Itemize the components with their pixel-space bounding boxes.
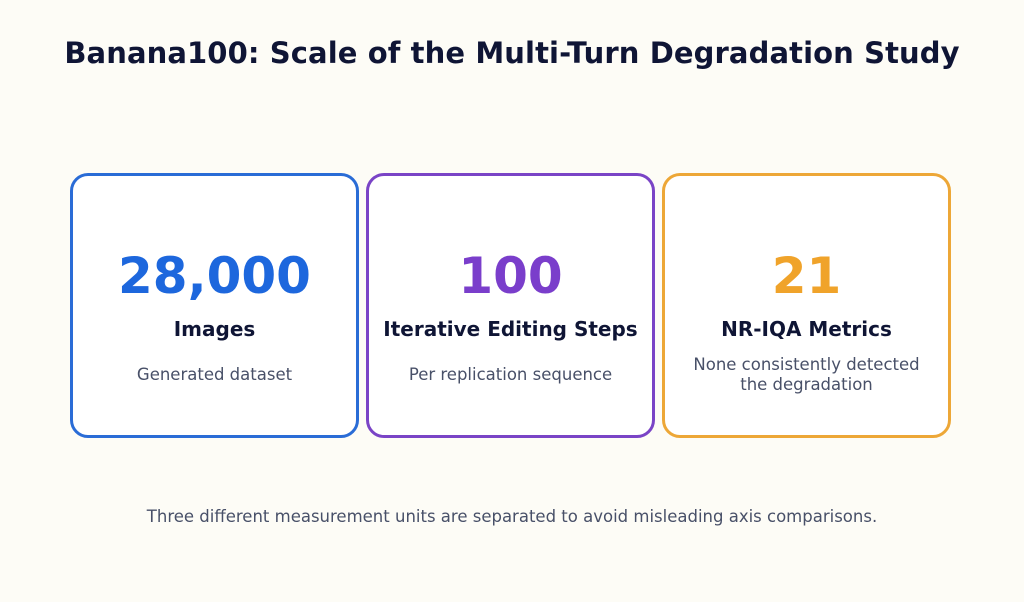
images-description: Generated dataset <box>136 365 293 384</box>
editing-steps-description: Per replication sequence <box>408 365 613 384</box>
footnote: Three different measurement units are se… <box>146 507 878 526</box>
images-value: 28,000 <box>118 247 311 305</box>
nr-iqa-description-line-1: None consistently detected <box>693 355 920 374</box>
nr-iqa-metrics-description: None consistently detected the degradati… <box>675 355 938 395</box>
nr-iqa-metrics-card: 21 NR-IQA Metrics None consistently dete… <box>662 173 951 438</box>
nr-iqa-description-line-2: the degradation <box>740 375 873 394</box>
nr-iqa-metrics-value: 21 <box>771 247 842 305</box>
editing-steps-label: Iterative Editing Steps <box>383 317 638 341</box>
images-card: 28,000 Images Generated dataset <box>70 173 359 438</box>
nr-iqa-metrics-label: NR-IQA Metrics <box>721 317 892 341</box>
images-label: Images <box>173 317 256 341</box>
editing-steps-value: 100 <box>458 247 563 305</box>
editing-steps-card: 100 Iterative Editing Steps Per replicat… <box>366 173 655 438</box>
diagram-title: Banana100: Scale of the Multi-Turn Degra… <box>64 36 960 70</box>
